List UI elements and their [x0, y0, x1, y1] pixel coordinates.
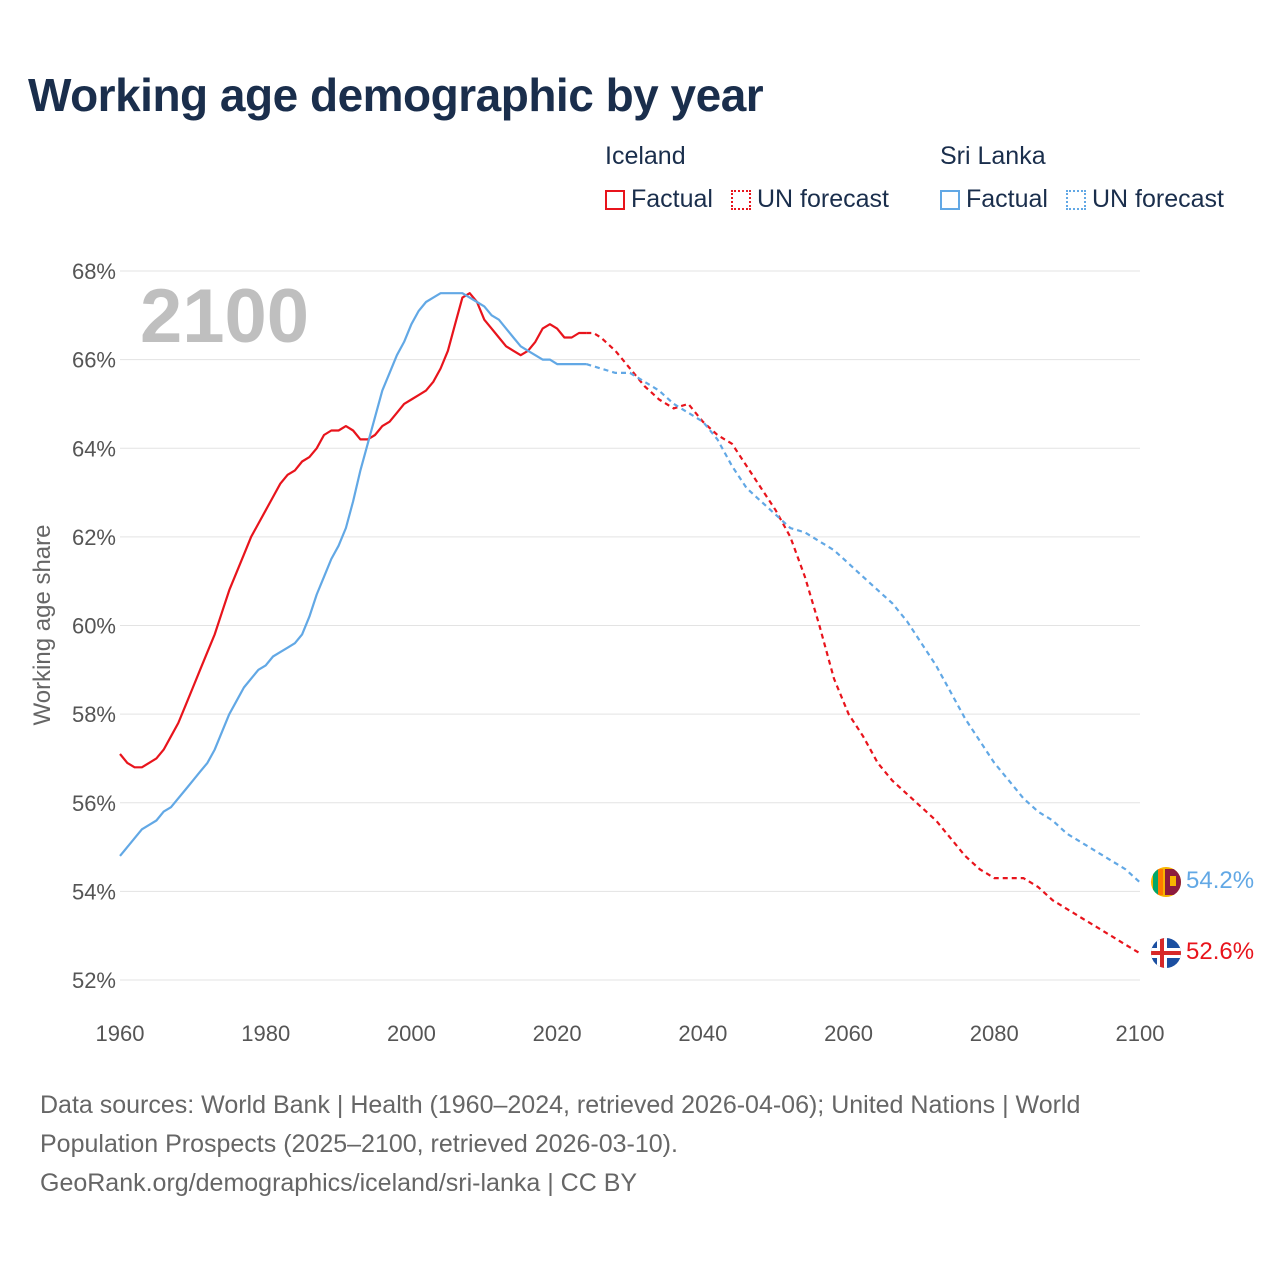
y-tick-label: 62% [72, 525, 116, 550]
series-iceland-forecast [586, 331, 1141, 955]
series-sri-lanka-forecast [585, 363, 1141, 884]
legend-sri-lanka-forecast-label: UN forecast [1091, 185, 1224, 213]
year-watermark: 2100 [140, 274, 309, 359]
legend-sri-lanka-factual[interactable]: Factual [940, 185, 1048, 214]
legend-iceland-forecast-label: UN forecast [756, 185, 889, 213]
y-tick-label: 64% [72, 436, 116, 461]
x-tick-label: 2080 [970, 1021, 1019, 1046]
x-tick-label: 2020 [533, 1021, 582, 1046]
swatch-dotted-icon [730, 189, 751, 210]
y-tick-label: 60% [72, 614, 116, 639]
x-tick-label: 1980 [241, 1021, 290, 1046]
legend-sri-lanka-name: Sri Lanka [940, 142, 1046, 170]
x-tick-label: 2100 [1116, 1021, 1165, 1046]
footer-sources: Data sources: World Bank | Health (1960–… [40, 1086, 1220, 1203]
footer-line-2: Population Prospects (2025–2100, retriev… [40, 1130, 678, 1158]
iceland-flag-icon [1151, 938, 1181, 968]
legend-sri-lanka-factual-label: Factual [966, 185, 1048, 213]
end-label-sri-lanka: 54.2% [1186, 867, 1254, 894]
footer-line-1: Data sources: World Bank | Health (1960–… [40, 1091, 1081, 1119]
gridlines [120, 270, 1140, 981]
y-tick-label: 56% [72, 791, 116, 816]
x-tick-label: 2040 [678, 1021, 727, 1046]
legend-iceland: Iceland Factual UN forecast [605, 142, 907, 214]
series-sri-lanka-factual [119, 292, 587, 857]
series-lines [119, 292, 1141, 955]
y-tick-label: 66% [72, 348, 116, 373]
swatch-dotted-icon [1065, 189, 1086, 210]
y-tick-label: 52% [72, 968, 116, 993]
y-axis-label: Working age share [29, 525, 56, 726]
footer-line-3[interactable]: GeoRank.org/demographics/iceland/sri-lan… [40, 1169, 638, 1197]
legend-iceland-factual-label: Factual [631, 185, 713, 213]
legend-iceland-name: Iceland [605, 142, 686, 170]
series-iceland-factual [119, 292, 587, 769]
legend-sri-lanka-forecast[interactable]: UN forecast [1065, 185, 1224, 214]
y-axis-ticks: 68% 66% 64% 62% 60% 58% 56% 54% 52% [72, 259, 116, 993]
y-tick-label: 54% [72, 879, 116, 904]
chart-title: Working age demographic by year [28, 69, 764, 121]
sri-lanka-flag-icon [1151, 867, 1181, 897]
swatch-solid-icon [940, 189, 960, 210]
swatch-solid-icon [605, 189, 625, 210]
x-axis-ticks: 1960 1980 2000 2020 2040 2060 2080 2100 [96, 1021, 1165, 1046]
end-label-iceland: 52.6% [1186, 938, 1254, 965]
legend-iceland-forecast[interactable]: UN forecast [730, 185, 889, 214]
y-tick-label: 58% [72, 702, 116, 727]
x-tick-label: 2000 [387, 1021, 436, 1046]
x-tick-label: 1960 [96, 1021, 145, 1046]
x-tick-label: 2060 [824, 1021, 873, 1046]
legend-iceland-factual[interactable]: Factual [605, 185, 713, 214]
y-tick-label: 68% [72, 259, 116, 284]
legend-sri-lanka: Sri Lanka Factual UN forecast [940, 142, 1242, 214]
